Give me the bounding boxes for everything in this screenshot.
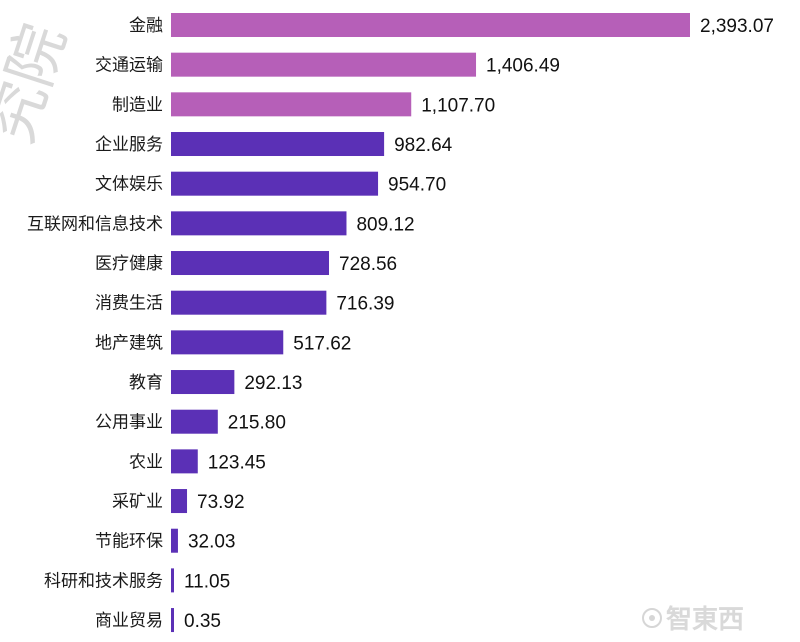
- bar-5: [171, 171, 379, 196]
- category-label-4: 企业服务: [95, 135, 163, 154]
- category-label-6: 互联网和信息技术: [27, 214, 163, 233]
- category-label-9: 地产建筑: [95, 333, 163, 352]
- category-label-7: 医疗健康: [95, 254, 163, 273]
- value-label-6: 809.12: [356, 214, 414, 235]
- bar-3: [171, 92, 412, 117]
- watermark-left: 究院: [0, 16, 80, 152]
- value-label-3: 1,107.70: [421, 95, 495, 116]
- bar-16: [171, 608, 174, 633]
- value-label-5: 954.70: [388, 175, 446, 196]
- category-label-10: 教育: [129, 373, 163, 392]
- value-label-10: 292.13: [244, 373, 302, 394]
- bar-12: [171, 449, 198, 474]
- category-label-16: 商业贸易: [95, 611, 163, 630]
- value-label-15: 11.05: [184, 571, 230, 592]
- value-label-14: 32.03: [188, 532, 236, 553]
- value-label-7: 728.56: [339, 254, 397, 275]
- bar-14: [171, 528, 178, 553]
- bar-8: [171, 290, 327, 315]
- bar-13: [171, 489, 188, 514]
- category-label-3: 制造业: [112, 95, 163, 114]
- logo-dot-icon: [649, 615, 655, 621]
- logo-ring-icon: [642, 608, 662, 628]
- value-label-13: 73.92: [197, 492, 245, 513]
- bars-group: [171, 13, 690, 633]
- bar-11: [171, 409, 218, 434]
- category-label-15: 科研和技术服务: [44, 571, 163, 590]
- value-label-9: 517.62: [293, 333, 351, 354]
- value-label-2: 1,406.49: [486, 56, 560, 77]
- bar-15: [171, 568, 174, 593]
- bar-7: [171, 251, 330, 276]
- bar-9: [171, 330, 284, 355]
- bar-2: [171, 52, 477, 77]
- bar-10: [171, 370, 235, 395]
- bar-4: [171, 132, 385, 157]
- category-label-14: 节能环保: [95, 532, 163, 551]
- value-label-11: 215.80: [228, 413, 286, 434]
- value-label-4: 982.64: [394, 135, 453, 156]
- category-label-12: 农业: [129, 452, 163, 471]
- value-label-12: 123.45: [208, 452, 266, 473]
- value-label-16: 0.35: [184, 611, 221, 632]
- category-label-1: 金融: [129, 16, 163, 35]
- category-label-11: 公用事业: [95, 413, 163, 432]
- value-label-1: 2,393.07: [700, 16, 774, 37]
- category-label-5: 文体娱乐: [95, 175, 163, 194]
- value-labels: 2,393.07 1,406.49 1,107.70 982.64 954.70 809.…: [184, 16, 774, 632]
- category-label-2: 交通运输: [95, 56, 163, 75]
- value-label-8: 716.39: [336, 294, 394, 315]
- category-labels: 金融交通运输制造业企业服务文体娱乐互联网和信息技术医疗健康消费生活地产建筑教育公…: [27, 16, 163, 630]
- logo-text: 智東西: [666, 605, 744, 635]
- category-label-13: 采矿业: [112, 492, 163, 511]
- bar-6: [171, 211, 347, 236]
- category-label-8: 消费生活: [95, 294, 163, 313]
- watermark-logo: 智東西: [642, 605, 744, 635]
- bar-1: [171, 13, 690, 37]
